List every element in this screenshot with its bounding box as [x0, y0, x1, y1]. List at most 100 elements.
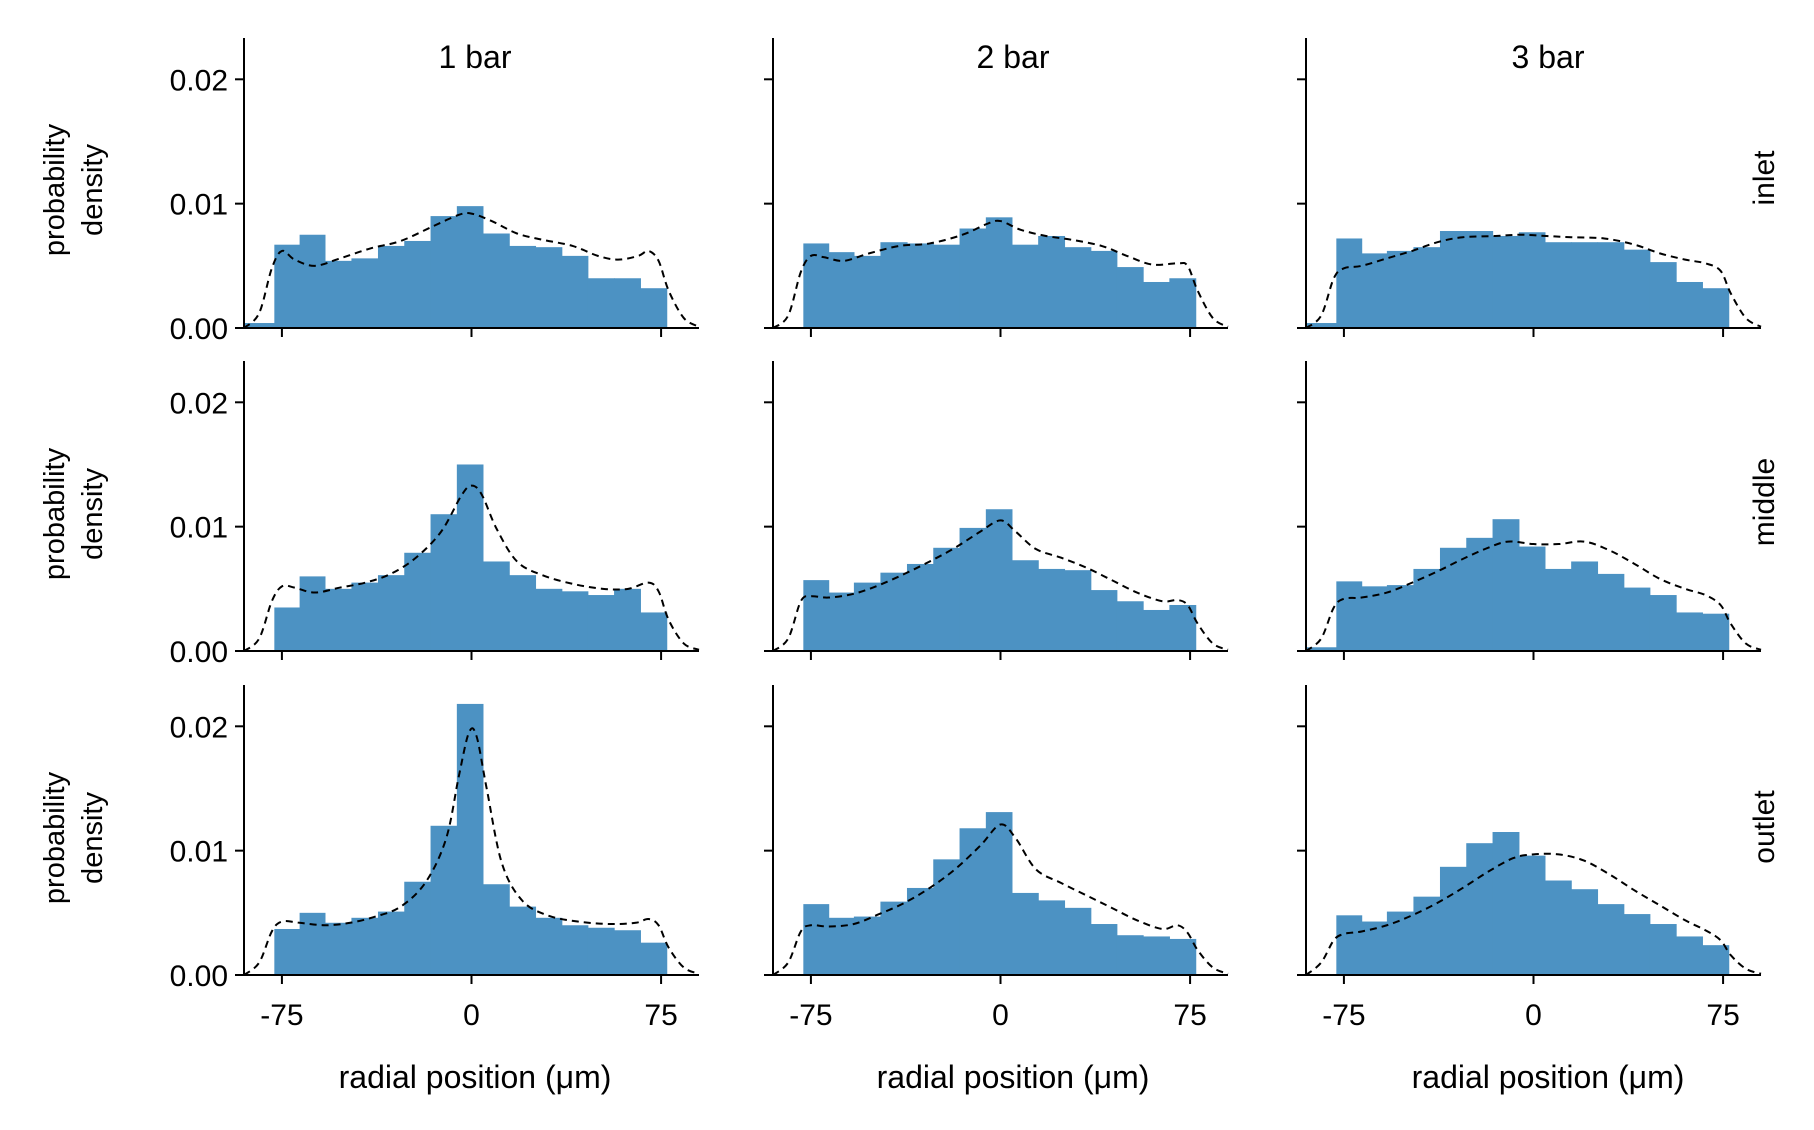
histogram-bar [1676, 281, 1703, 328]
histogram-bar [803, 904, 830, 975]
histogram-bar [1571, 561, 1599, 651]
histogram-bar [1649, 262, 1677, 328]
x-tick-label: -75 [789, 999, 832, 1032]
histogram-bar [853, 916, 882, 975]
panel-middle-1bar: 0.00 0.01 0.02 [170, 361, 700, 669]
histogram-bar [853, 582, 882, 651]
histogram-bar [1169, 278, 1197, 328]
y-tick-label: 0.01 [170, 189, 228, 222]
row-label-outlet: outlet [1748, 790, 1781, 864]
histogram-bar [1090, 250, 1118, 328]
y-tick-label: 0.02 [170, 387, 228, 420]
ylabel-row-2: probability density [39, 447, 109, 580]
histogram-bar [377, 245, 405, 328]
row-label-inlet: inlet [1748, 150, 1781, 206]
histogram-bar [324, 260, 353, 328]
xlabel-col-3: radial position (μm) [1412, 1059, 1685, 1095]
histogram-bar [906, 563, 934, 651]
histogram-bar [1038, 900, 1066, 975]
histogram-bar [324, 922, 353, 975]
histogram-bar [985, 812, 1013, 975]
histogram-bar [324, 588, 353, 651]
histogram-bar [1413, 896, 1441, 975]
histogram-bar [482, 884, 510, 975]
histogram-bar [959, 828, 987, 975]
histogram-bar [377, 911, 405, 975]
kde-curve [1305, 233, 1762, 329]
panel-outlet-1bar: 0.00 0.01 0.02 -75 0 75 [170, 685, 700, 1032]
histogram-bar [614, 278, 641, 328]
histogram-bar [587, 595, 615, 651]
y-tick-label: 0.00 [170, 636, 228, 669]
facet-grid: 0.000.010.020.000.010.020.000.010.02-75 0… [170, 38, 1762, 1032]
histogram-bar [1676, 612, 1703, 651]
histogram-bar [1649, 924, 1677, 975]
kde-curve [772, 219, 1229, 329]
histogram-bar [1336, 238, 1363, 328]
histogram-bar [880, 572, 908, 651]
histogram-bar [1011, 892, 1039, 975]
histogram-bar [985, 217, 1013, 328]
column-title-1: 1 bar [439, 39, 512, 75]
ylabel-line-1: probability [39, 771, 71, 904]
figure-labels: 1 bar 2 bar 3 bar inlet middle outlet pr… [39, 39, 1781, 1095]
histogram-bar [933, 859, 961, 975]
histogram-bar [1143, 281, 1170, 328]
histogram-bar [274, 244, 301, 328]
ylabel-line-2: density [77, 792, 109, 884]
histogram-bar [1623, 914, 1651, 975]
histogram-bar [880, 901, 908, 975]
histogram-bar [1336, 581, 1363, 651]
x-tick-label: -75 [1322, 999, 1365, 1032]
histogram-bar [880, 242, 908, 328]
histogram-bar [1439, 547, 1467, 651]
histogram-bar [561, 255, 589, 328]
histogram-bar [1518, 232, 1546, 328]
histogram-bar [482, 561, 510, 651]
ylabel-line-1: probability [39, 447, 71, 580]
xlabel-col-2: radial position (μm) [877, 1059, 1150, 1095]
histogram-bar [561, 591, 589, 651]
kde-curve [243, 727, 700, 976]
histogram-bar [1492, 235, 1520, 328]
histogram-bar [1386, 250, 1415, 328]
histogram-bar [1466, 231, 1494, 328]
histogram-bar [1544, 880, 1572, 975]
panel-outlet-3bar: -75 0 75 [1297, 685, 1762, 1032]
histogram-bar [1466, 537, 1494, 651]
histogram-bar [1090, 590, 1118, 651]
histogram-bar [1492, 832, 1520, 975]
histogram-bar [1143, 609, 1170, 651]
histogram-bar [1038, 568, 1066, 651]
histogram-bar [828, 252, 855, 328]
ylabel-line-2: density [77, 468, 109, 560]
histogram-bar [933, 547, 961, 651]
histogram-bar [509, 245, 537, 328]
y-tick-label: 0.01 [170, 512, 228, 545]
histogram-bar [828, 592, 855, 651]
histogram-bar [640, 612, 668, 651]
histogram-bar [509, 906, 537, 975]
histogram-bar [351, 258, 379, 328]
histogram-bar [1064, 247, 1092, 328]
histogram-bar [1336, 915, 1363, 975]
histogram-bar [1466, 843, 1494, 975]
histogram-bar [1116, 935, 1144, 975]
histogram-bar [535, 247, 563, 328]
histogram-bar [1116, 267, 1144, 328]
histogram-bar [1571, 889, 1599, 975]
x-tick-label: 0 [1525, 999, 1542, 1032]
histogram-bar [933, 244, 961, 328]
column-title-3: 3 bar [1512, 39, 1585, 75]
histogram-bar [430, 514, 458, 651]
histogram-bar [1038, 235, 1066, 328]
ylabel-line-2: density [77, 144, 109, 236]
histogram-bar [430, 216, 458, 328]
histogram-bar [1702, 288, 1730, 328]
y-tick-label: 0.01 [170, 836, 228, 869]
histogram-bar [614, 930, 641, 975]
column-title-2: 2 bar [977, 39, 1050, 75]
panel-inlet-1bar: 0.00 0.01 0.02 [170, 38, 700, 346]
histogram-bar [640, 942, 668, 975]
